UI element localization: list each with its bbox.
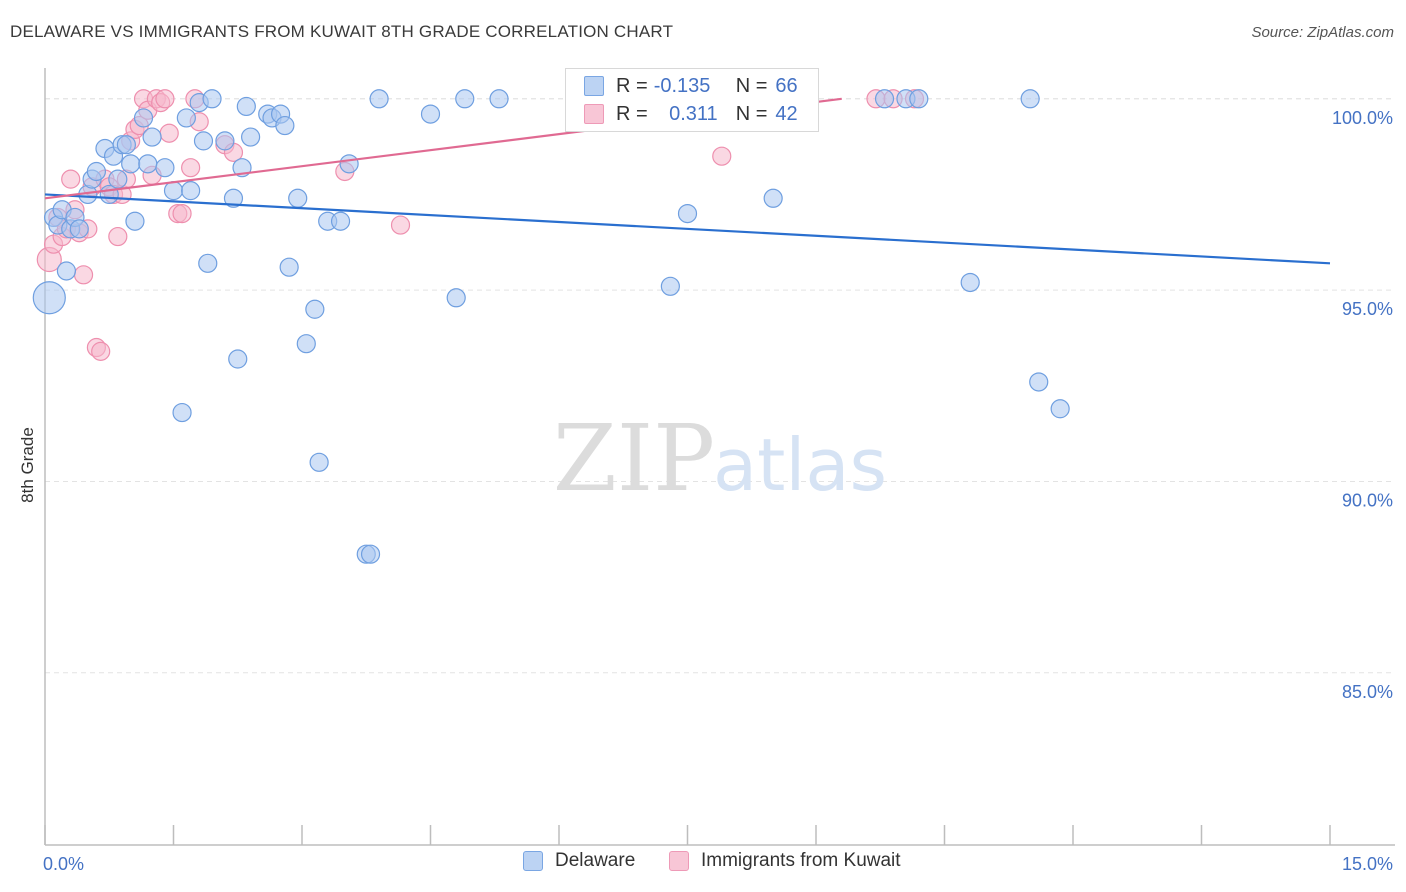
gridlines [45,98,1395,674]
delaware-point [296,334,316,354]
delaware-point [125,211,145,231]
legend-item-delaware: Delaware [523,850,635,872]
delaware-point [677,203,698,224]
legend-r-label: R = [616,102,648,125]
delaware-point [330,211,351,231]
chart-title: DELAWARE VS IMMIGRANTS FROM KUWAIT 8TH G… [10,22,674,41]
watermark-zip: ZIP [553,405,715,512]
delaware-point [1020,89,1040,109]
delaware-point [138,154,158,174]
delaware-point [172,402,192,423]
delaware-point [660,276,680,296]
delaware-point [32,281,66,315]
delaware-point [275,115,295,136]
delaware-point [236,96,256,117]
series-legend: Delaware Immigrants from Kuwait [0,850,1406,880]
y-tick-label: 100.0% [1332,108,1393,128]
delaware-point [155,158,175,178]
tick-labels: 85.0% 90.0% 95.0% 100.0% 0.0% 15.0% [43,108,1393,874]
kuwait-label: Immigrants from Kuwait [701,850,901,871]
delaware-point [176,108,196,128]
source-credit: Source: ZipAtlas.com [1251,24,1394,41]
delaware-point [163,181,184,201]
kuwait-point [91,341,111,361]
x-tick-label-min: 0.0% [43,854,84,874]
delaware-trend-line [44,193,1331,265]
kuwait-point [390,215,411,235]
watermark-atlas: atlas [713,423,887,507]
kuwait-point [155,89,175,109]
legend-swatch-blue [584,76,604,96]
legend-r-value: -0.135 [653,74,711,97]
legend-n-label: N = [735,74,768,97]
delaware-point [909,89,929,109]
legend-item-kuwait: Immigrants from Kuwait [669,850,901,872]
delaware-point [455,89,475,109]
delaware-point [960,272,980,293]
legend-row-delaware: R = -0.135 N = 66 [584,72,798,100]
x-tick-label-max: 15.0% [1342,854,1393,874]
kuwait-point [73,265,94,285]
delaware-point [193,131,214,151]
y-tick-label: 90.0% [1342,490,1393,510]
legend-r-label: R = [616,74,648,97]
kuwait-point [108,226,128,247]
delaware-point [489,89,509,109]
delaware-point [309,452,329,472]
delaware-point [215,131,235,151]
delaware-point [1050,399,1070,419]
delaware-point [288,188,308,208]
y-tick-label: 85.0% [1342,682,1393,702]
legend-r-value: 0.311 [669,102,718,125]
watermark: ZIP atlas [553,405,887,512]
delaware-point [446,288,466,308]
delaware-swatch [523,851,543,871]
delaware-point [369,89,389,109]
delaware-point [223,188,244,208]
kuwait-point [61,169,81,189]
delaware-point [121,154,141,174]
delaware-point [86,161,107,182]
delaware-point [1029,372,1049,392]
delaware-point [108,169,128,189]
delaware-point [69,219,89,239]
delaware-point [763,188,783,208]
delaware-point [241,127,261,147]
kuwait-point [159,123,179,143]
delaware-point [339,154,359,174]
delaware-point [116,135,136,155]
delaware-point [181,181,201,201]
delaware-points [32,89,1070,564]
delaware-point [133,108,154,128]
kuwait-point [181,158,201,178]
delaware-point [198,253,218,273]
legend-n-value: 42 [775,102,798,125]
delaware-point [360,544,381,564]
kuwait-swatch [669,851,689,871]
delaware-point [202,89,222,109]
kuwait-point [712,146,732,166]
legend-swatch-pink [584,104,604,124]
delaware-point [874,89,895,109]
legend-n-value: 66 [775,74,798,97]
kuwait-point [172,203,192,224]
delaware-point [228,349,248,369]
delaware-point [305,299,325,319]
delaware-point [56,261,77,281]
legend-row-kuwait: R = 0.311 N = 42 [584,100,798,128]
delaware-point [279,257,299,277]
delaware-label: Delaware [555,850,636,871]
y-tick-label: 95.0% [1342,299,1393,319]
correlation-legend: R = -0.135 N = 66 R = 0.311 N = 42 [565,68,819,132]
delaware-point [420,104,441,124]
delaware-point [142,127,162,147]
legend-n-label: N = [735,102,768,125]
